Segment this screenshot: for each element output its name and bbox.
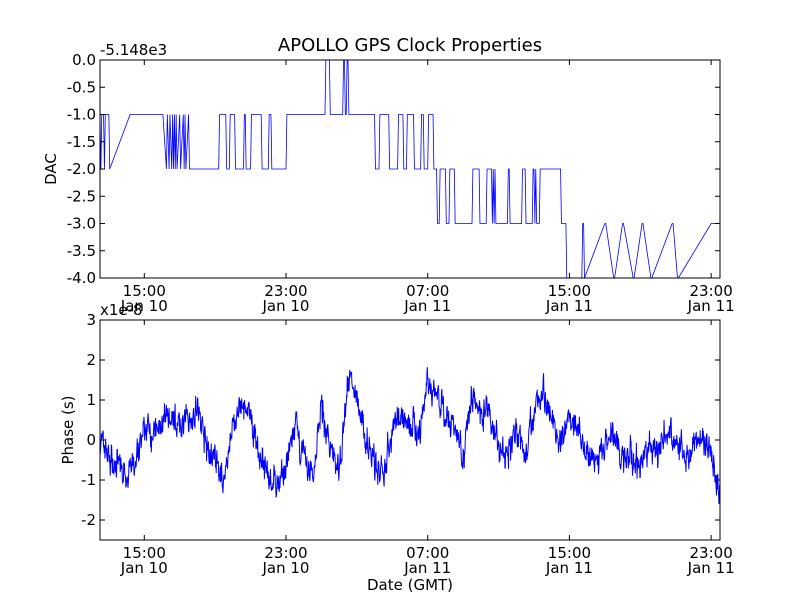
dac-x-tick-time: 15:00 (123, 282, 166, 300)
dac-x-tick-date: Jan 11 (687, 297, 735, 315)
dac-x-tick-time: 23:00 (690, 282, 733, 300)
dac-x-tick-time: 15:00 (548, 282, 591, 300)
phase-series-line-0 (100, 367, 720, 504)
dac-x-tick-date: Jan 10 (262, 297, 310, 315)
phase-y-tick-label: -1 (81, 471, 96, 489)
dac-x-tick-date: Jan 10 (120, 297, 168, 315)
phase-y-tick-label: -2 (81, 511, 96, 529)
phase-x-tick-date: Jan 11 (545, 559, 593, 577)
phase-x-tick-time: 15:00 (548, 544, 591, 562)
phase-x-tick-date: Jan 11 (403, 559, 451, 577)
dac-plot-frame (99, 59, 721, 279)
dac-x-tick-date: Jan 11 (403, 297, 451, 315)
dac-y-tick-label: 0.0 (72, 51, 96, 69)
dac-x-tick-time: 07:00 (406, 282, 449, 300)
phase-offset-label: x1e-8 (100, 301, 143, 319)
phase-x-tick-time: 23:00 (690, 544, 733, 562)
phase-x-axis-label: Date (GMT) (367, 576, 453, 594)
dac-y-tick-label: -2.0 (67, 160, 96, 178)
phase-y-tick-label: 0 (86, 431, 96, 449)
phase-series-layer (100, 367, 720, 504)
phase-y-tick-label: 2 (86, 351, 96, 369)
dac-plot: 0.0 -0.5 -1.0 -1.5 -2.0 -2.5 -3.0 -3.5 -4.0 15:00… (42, 41, 735, 315)
phase-y-tick-label: 1 (86, 391, 96, 409)
dac-series-line-0 (100, 60, 720, 278)
dac-y-axis-label: DAC (42, 153, 60, 185)
dac-x-tick-date: Jan 11 (545, 297, 593, 315)
dac-y-tick-label: -2.5 (67, 187, 96, 205)
dac-y-tick-label: -1.0 (67, 106, 96, 124)
phase-x-tick-time: 15:00 (123, 544, 166, 562)
phase-x-tick-time: 07:00 (406, 544, 449, 562)
phase-y-tick-label: 3 (86, 311, 96, 329)
figure-title: APOLLO GPS Clock Properties (278, 35, 542, 56)
phase-x-tick-date: Jan 10 (262, 559, 310, 577)
dac-y-tick-label: -0.5 (67, 78, 96, 96)
dac-series-layer (100, 60, 720, 278)
phase-x-tick-time: 23:00 (264, 544, 307, 562)
dac-x-tick-time: 23:00 (264, 282, 307, 300)
phase-x-tick-date: Jan 10 (120, 559, 168, 577)
dac-y-tick-label: -1.5 (67, 133, 96, 151)
dac-offset-label: -5.148e3 (100, 41, 167, 59)
phase-x-tick-date: Jan 11 (687, 559, 735, 577)
dac-y-tick-label: -3.5 (67, 242, 96, 260)
dac-ticks-layer: 0.0 -0.5 -1.0 -1.5 -2.0 -2.5 -3.0 -3.5 -4.0 15:00… (67, 51, 735, 315)
dac-y-tick-label: -3.0 (67, 215, 96, 233)
dac-y-tick-label: -4.0 (67, 269, 96, 287)
phase-y-axis-label: Phase (s) (59, 395, 77, 464)
phase-plot-frame (99, 319, 721, 541)
